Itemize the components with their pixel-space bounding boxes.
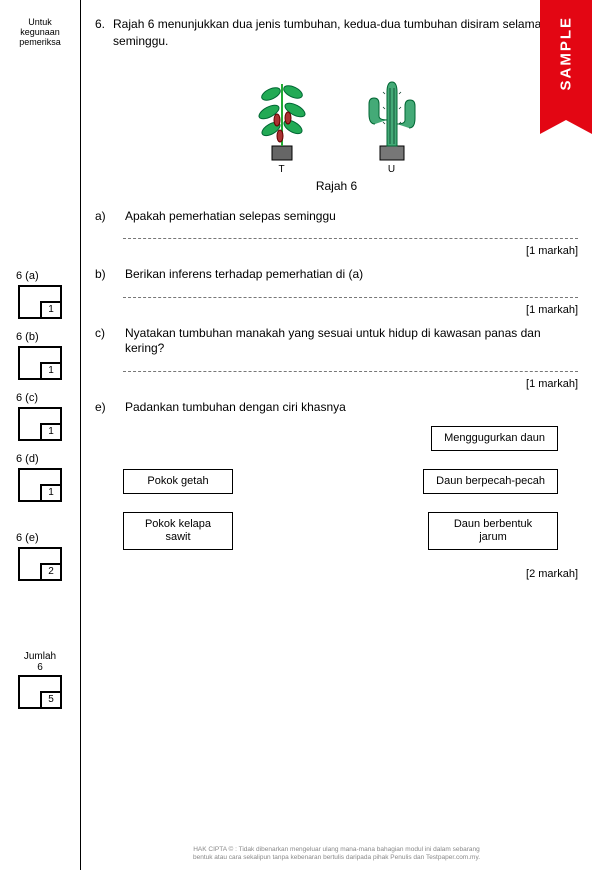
subq-a: a) Apakah pemerhatian selepas seminggu bbox=[95, 209, 578, 225]
mark-label: 6 (c) bbox=[6, 392, 74, 404]
match-option[interactable]: Daun berpecah-pecah bbox=[423, 469, 558, 494]
subq-text: Padankan tumbuhan dengan ciri khasnya bbox=[125, 400, 578, 416]
question-intro-text: Rajah 6 menunjukkan dua jenis tumbuhan, … bbox=[113, 16, 578, 50]
subq-text: Berikan inferens terhadap pemerhatian di… bbox=[125, 267, 578, 283]
subq-text: Nyatakan tumbuhan manakah yang sesuai un… bbox=[125, 326, 578, 357]
question-number: 6. bbox=[95, 16, 105, 50]
subq-label: a) bbox=[95, 209, 113, 225]
mark-score: 1 bbox=[40, 423, 62, 441]
leafy-plant-icon bbox=[247, 64, 317, 164]
match-item[interactable]: Pokok getah bbox=[123, 469, 233, 494]
total-label: Jumlah 6 bbox=[6, 651, 74, 673]
question-intro: 6. Rajah 6 menunjukkan dua jenis tumbuha… bbox=[95, 16, 578, 50]
figure-label-t: T bbox=[247, 164, 317, 175]
match-item[interactable]: Pokok kelapa sawit bbox=[123, 512, 233, 550]
footer-l2: bentuk atau cara sekalipun tanpa kebenar… bbox=[95, 854, 578, 862]
sample-ribbon-text: SAMPLE bbox=[558, 27, 575, 91]
page: Untuk kegunaan pemeriksa 6 (a) 1 6 (b) 1… bbox=[0, 0, 600, 870]
total-label-l1: Jumlah bbox=[6, 651, 74, 662]
mark-label: 6 (e) bbox=[6, 532, 74, 544]
marks-c: [1 markah] bbox=[95, 378, 578, 390]
mark-label: 6 (a) bbox=[6, 270, 74, 282]
subq-label: b) bbox=[95, 267, 113, 283]
mark-box-c: 6 (c) 1 bbox=[6, 392, 74, 441]
mark-box-d: 6 (d) 1 bbox=[6, 453, 74, 502]
subq-label: c) bbox=[95, 326, 113, 357]
match-option[interactable]: Menggugurkan daun bbox=[431, 426, 558, 451]
copyright-footer: HAK CIPTA © : Tidak dibenarkan mengeluar… bbox=[95, 846, 578, 862]
marks-e: [2 markah] bbox=[95, 568, 578, 580]
examiner-note: Untuk kegunaan pemeriksa bbox=[6, 18, 74, 48]
figure-row: T U bbox=[95, 64, 578, 175]
mark-score: 1 bbox=[40, 362, 62, 380]
total-box: 5 bbox=[18, 675, 62, 709]
mark-label: 6 (d) bbox=[6, 453, 74, 465]
figure-u: U bbox=[357, 64, 427, 175]
figure-t: T bbox=[247, 64, 317, 175]
subq-b: b) Berikan inferens terhadap pemerhatian… bbox=[95, 267, 578, 283]
mark-box-b: 6 (b) 1 bbox=[6, 331, 74, 380]
subq-e: e) Padankan tumbuhan dengan ciri khasnya bbox=[95, 400, 578, 416]
subq-c: c) Nyatakan tumbuhan manakah yang sesuai… bbox=[95, 326, 578, 357]
match-option[interactable]: Daun berbentuk jarum bbox=[428, 512, 558, 550]
answer-line[interactable] bbox=[123, 297, 578, 298]
subq-label: e) bbox=[95, 400, 113, 416]
examiner-note-l3: pemeriksa bbox=[6, 38, 74, 48]
question-content: 6. Rajah 6 menunjukkan dua jenis tumbuha… bbox=[80, 0, 600, 870]
mark-score: 1 bbox=[40, 301, 62, 319]
matching-area: Menggugurkan daun Pokok getah Daun berpe… bbox=[123, 426, 578, 551]
answer-line[interactable] bbox=[123, 371, 578, 372]
answer-line[interactable] bbox=[123, 238, 578, 239]
total-score: 5 bbox=[40, 691, 62, 709]
cactus-icon bbox=[357, 64, 427, 164]
examiner-sidebar: Untuk kegunaan pemeriksa 6 (a) 1 6 (b) 1… bbox=[0, 0, 80, 870]
figure-caption: Rajah 6 bbox=[95, 179, 578, 193]
marks-a: [1 markah] bbox=[95, 245, 578, 257]
mark-box-a: 6 (a) 1 bbox=[6, 270, 74, 319]
sample-ribbon: SAMPLE bbox=[540, 0, 592, 120]
total-label-l2: 6 bbox=[6, 662, 74, 673]
mark-box-e: 6 (e) 2 bbox=[6, 532, 74, 581]
figure-label-u: U bbox=[357, 164, 427, 175]
mark-score: 2 bbox=[40, 563, 62, 581]
mark-label: 6 (b) bbox=[6, 331, 74, 343]
subq-text: Apakah pemerhatian selepas seminggu bbox=[125, 209, 578, 225]
mark-score: 1 bbox=[40, 484, 62, 502]
footer-l1: HAK CIPTA © : Tidak dibenarkan mengeluar… bbox=[95, 846, 578, 854]
marks-b: [1 markah] bbox=[95, 304, 578, 316]
